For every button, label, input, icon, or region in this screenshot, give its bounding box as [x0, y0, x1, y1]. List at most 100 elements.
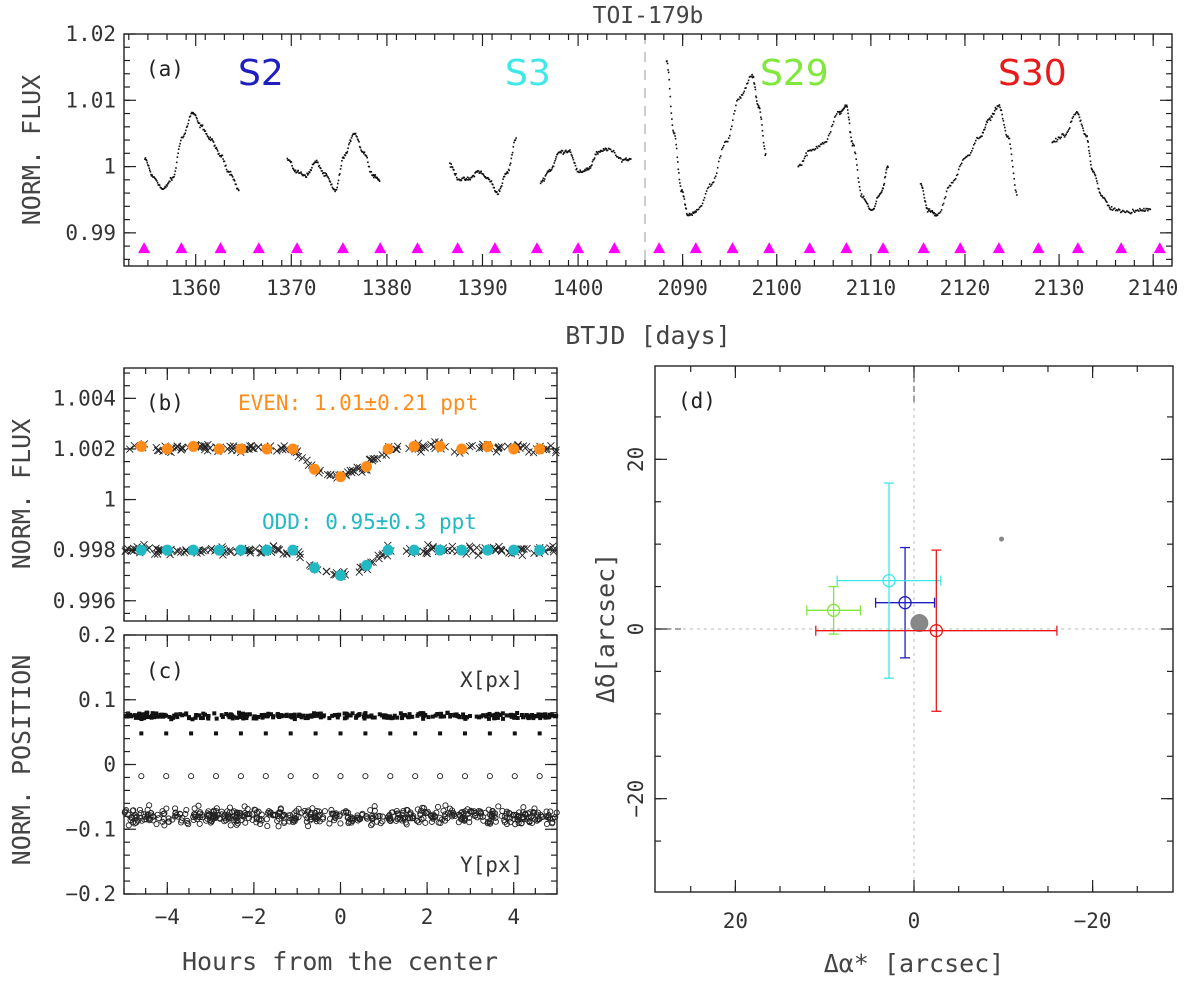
y-centroid-outlier: [461, 773, 469, 780]
panel-d-ylabel: Δδ[arcsec]: [591, 553, 620, 704]
flux-point: [743, 90, 746, 93]
xtick-label: 1360: [170, 276, 221, 300]
flux-point: [488, 178, 491, 181]
flux-point: [1064, 134, 1067, 137]
flux-point: [677, 168, 680, 171]
flux-point: [920, 184, 923, 187]
flux-point: [924, 201, 927, 203]
y-centroid-point: [461, 814, 468, 821]
x-centroid-point: [367, 714, 372, 719]
flux-point: [802, 160, 805, 162]
flux-point: [798, 164, 800, 167]
x-centroid-point: [345, 712, 350, 717]
x-centroid-point: [299, 715, 304, 720]
y-centroid-point: [337, 811, 344, 818]
flux-point: [606, 149, 609, 151]
xtick-label: −2: [241, 905, 266, 929]
flux-point: [1004, 126, 1006, 129]
flux-point: [548, 170, 550, 173]
flux-point: [619, 157, 621, 159]
flux-point: [1146, 207, 1148, 210]
y-centroid-point: [331, 810, 338, 817]
flux-point: [575, 168, 577, 171]
y-centroid-point: [530, 809, 537, 816]
flux-point: [726, 140, 728, 143]
flux-point: [758, 106, 761, 109]
ytick-label: −20: [624, 780, 648, 818]
flux-point: [289, 160, 291, 162]
flux-point: [1011, 159, 1013, 162]
flux-point: [757, 105, 760, 107]
flux-point: [1003, 124, 1005, 126]
flux-point: [470, 176, 473, 179]
x-centroid-point: [123, 714, 128, 719]
flux-point: [932, 212, 935, 215]
x-centroid-point: [175, 715, 180, 720]
x-centroid-point: [269, 712, 274, 717]
flux-point: [505, 172, 508, 175]
flux-point: [885, 168, 888, 171]
flux-point: [460, 179, 463, 182]
y-centroid-point: [545, 812, 552, 819]
flux-point: [330, 183, 333, 186]
flux-point: [1067, 130, 1069, 132]
x-centroid-outlier: [164, 731, 169, 736]
raw-point: [518, 551, 527, 560]
lightcurve-s30-7: [1051, 111, 1152, 215]
x-centroid-point: [172, 713, 177, 718]
x-centroid-point: [400, 715, 405, 720]
flux-point: [746, 82, 748, 85]
flux-point: [1110, 206, 1113, 208]
flux-point: [707, 186, 710, 188]
flux-point: [144, 158, 146, 160]
x-centroid-point: [171, 715, 176, 720]
ytick-label: 0.1: [78, 688, 116, 712]
x-centroid-point: [348, 713, 353, 718]
y-centroid-point: [209, 816, 216, 823]
xtick-label: 2110: [846, 276, 897, 300]
flux-point: [951, 181, 954, 184]
flux-point: [366, 156, 368, 159]
panel-a-xlabel: BTJD [days]: [565, 321, 731, 350]
flux-point: [878, 194, 880, 197]
y-centroid-point: [395, 811, 402, 818]
flux-point: [604, 149, 606, 151]
y-centroid-point: [404, 807, 411, 814]
flux-point: [373, 174, 376, 176]
x-centroid-point: [494, 715, 499, 720]
flux-point: [494, 190, 496, 192]
flux-point: [175, 161, 178, 164]
flux-point: [989, 117, 991, 119]
x-centroid-point: [292, 714, 297, 719]
flux-point: [880, 191, 883, 193]
y-centroid-point: [442, 817, 449, 824]
flux-point: [921, 187, 924, 189]
x-centroid-point: [126, 711, 131, 716]
x-centroid-point: [531, 716, 536, 721]
flux-point: [1072, 115, 1075, 118]
flux-point: [292, 168, 295, 170]
y-centroid-point: [480, 817, 487, 824]
x-centroid-point: [315, 711, 320, 716]
flux-point: [362, 151, 364, 153]
flux-point: [312, 163, 315, 166]
flux-point: [627, 159, 630, 161]
flux-point: [932, 211, 934, 213]
flux-point: [977, 137, 979, 140]
x-centroid-point: [228, 713, 233, 718]
flux-point: [668, 78, 670, 81]
y-centroid-point: [377, 820, 384, 827]
y-centroid-point: [506, 810, 513, 817]
flux-point: [617, 156, 619, 158]
panel-b-ylabel: NORM. FLUX: [7, 419, 36, 570]
flux-point: [574, 162, 576, 164]
flux-point: [1112, 208, 1115, 210]
flux-point: [883, 182, 886, 185]
y-centroid-point: [448, 811, 455, 818]
flux-point: [294, 169, 297, 172]
flux-point: [507, 168, 510, 171]
even-binned-point: [235, 443, 247, 455]
flux-point: [674, 135, 676, 137]
y-centroid-point: [442, 802, 449, 809]
raw-point: [246, 442, 254, 450]
